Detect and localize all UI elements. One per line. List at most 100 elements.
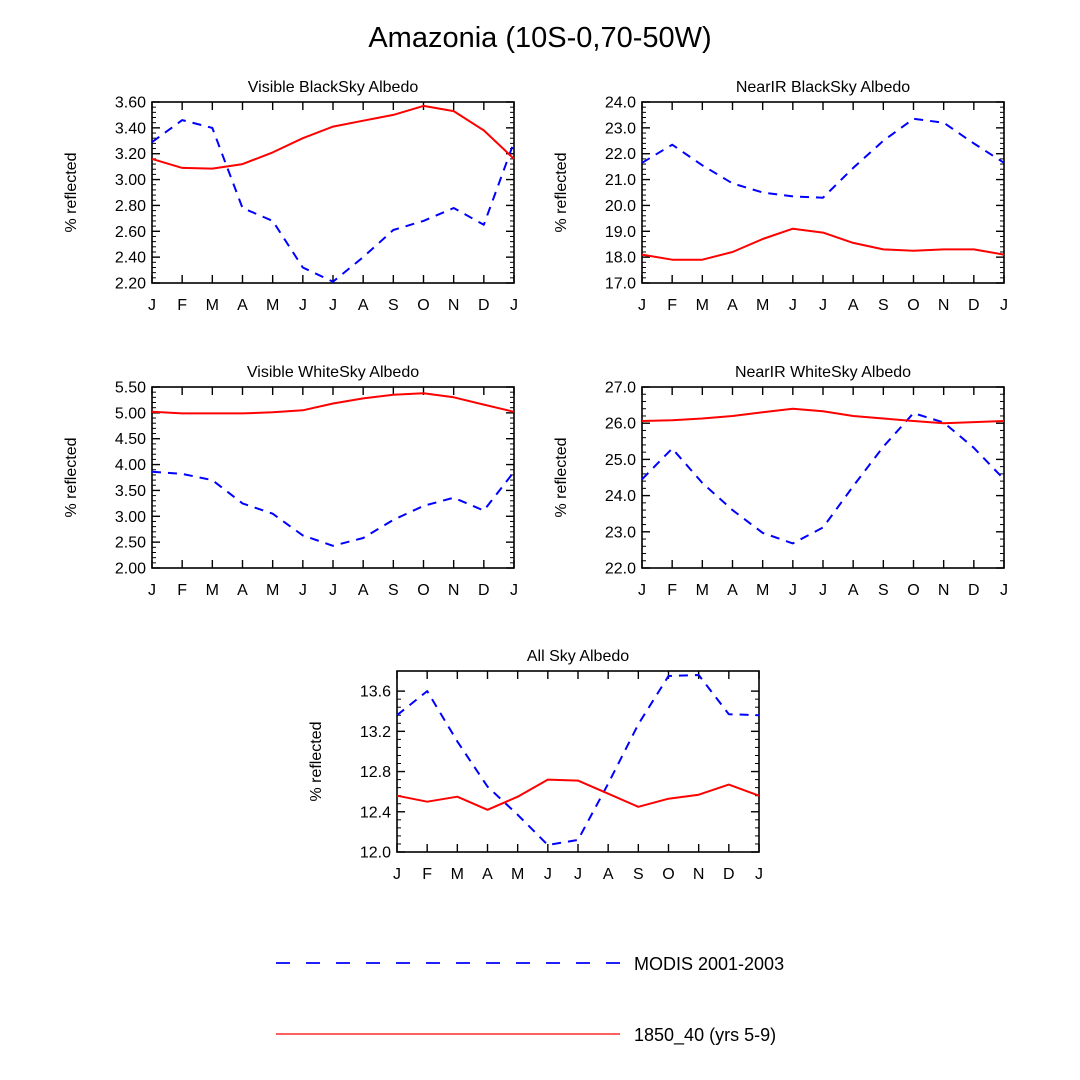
y-tick-label: 12.0 — [360, 845, 391, 862]
series-line-modis — [151, 470, 515, 547]
y-tick-label: 13.6 — [360, 684, 391, 701]
y-tick-label: 5.00 — [115, 405, 146, 422]
x-tick-label: O — [662, 866, 674, 883]
x-tick-label: A — [237, 582, 248, 599]
y-tick-label: 19.0 — [605, 224, 636, 241]
x-tick-label: A — [727, 582, 738, 599]
x-tick-label: M — [206, 582, 219, 599]
series-line-modis — [641, 412, 1005, 545]
y-tick-label: 13.2 — [360, 724, 391, 741]
y-tick-label: 22.0 — [605, 561, 636, 578]
x-tick-label: F — [667, 582, 677, 599]
x-tick-label: D — [478, 297, 490, 314]
x-tick-label: S — [388, 297, 399, 314]
y-tick-label: 2.20 — [115, 276, 146, 293]
y-tick-label: 3.00 — [115, 172, 146, 189]
y-tick-label: 12.4 — [360, 804, 391, 821]
y-tick-label: 20.0 — [605, 198, 636, 215]
y-tick-label: 3.60 — [115, 95, 146, 112]
x-tick-label: J — [789, 582, 797, 599]
x-tick-label: D — [478, 582, 490, 599]
x-tick-label: F — [667, 297, 677, 314]
chart-title: Visible BlackSky Albedo — [248, 79, 419, 96]
y-tick-label: 27.0 — [605, 380, 636, 397]
series-line-modis — [396, 674, 760, 846]
x-tick-label: S — [388, 582, 399, 599]
x-tick-label: N — [448, 582, 460, 599]
y-tick-label: 2.50 — [115, 535, 146, 552]
x-tick-label: J — [299, 582, 307, 599]
chart-title: All Sky Albedo — [527, 648, 629, 665]
y-axis-label: % reflected — [308, 721, 325, 801]
x-tick-label: N — [938, 297, 950, 314]
y-tick-label: 5.50 — [115, 380, 146, 397]
chart-title: NearIR BlackSky Albedo — [736, 79, 910, 96]
x-tick-label: M — [511, 866, 524, 883]
x-tick-label: J — [148, 297, 156, 314]
x-tick-label: J — [329, 582, 337, 599]
x-tick-label: F — [177, 297, 187, 314]
x-tick-label: O — [907, 297, 919, 314]
y-tick-label: 23.0 — [605, 524, 636, 541]
series-line-model — [151, 392, 515, 415]
y-tick-label: 3.40 — [115, 120, 146, 137]
x-tick-label: F — [422, 866, 432, 883]
series-line-model — [151, 104, 515, 170]
x-tick-label: J — [299, 297, 307, 314]
x-tick-label: S — [878, 582, 889, 599]
y-tick-label: 22.0 — [605, 146, 636, 163]
y-tick-label: 3.00 — [115, 509, 146, 526]
x-tick-label: J — [1000, 297, 1008, 314]
plot-frame — [641, 101, 1005, 284]
x-tick-label: N — [448, 297, 460, 314]
x-tick-label: J — [789, 297, 797, 314]
y-tick-label: 24.0 — [605, 95, 636, 112]
y-tick-label: 26.0 — [605, 416, 636, 433]
y-tick-label: 18.0 — [605, 250, 636, 267]
plot-frame — [396, 670, 760, 853]
x-tick-label: O — [907, 582, 919, 599]
x-tick-label: S — [878, 297, 889, 314]
x-tick-label: J — [510, 297, 518, 314]
series-line-model — [396, 778, 760, 811]
y-tick-label: 21.0 — [605, 172, 636, 189]
x-tick-label: J — [638, 297, 646, 314]
legend-label-model: 1850_40 (yrs 5-9) — [634, 1025, 776, 1046]
x-tick-label: O — [417, 297, 429, 314]
y-tick-label: 2.80 — [115, 198, 146, 215]
y-tick-label: 2.40 — [115, 250, 146, 267]
x-tick-label: J — [393, 866, 401, 883]
x-tick-label: A — [848, 582, 859, 599]
x-tick-label: N — [938, 582, 950, 599]
y-tick-label: 4.50 — [115, 431, 146, 448]
x-tick-label: M — [756, 582, 769, 599]
x-tick-label: M — [266, 297, 279, 314]
figure-title: Amazonia (10S-0,70-50W) — [368, 22, 712, 54]
x-tick-label: J — [148, 582, 156, 599]
y-tick-label: 3.20 — [115, 146, 146, 163]
chart-title: Visible WhiteSky Albedo — [247, 364, 419, 381]
y-tick-label: 23.0 — [605, 120, 636, 137]
x-tick-label: J — [819, 582, 827, 599]
x-tick-label: F — [177, 582, 187, 599]
x-tick-label: J — [329, 297, 337, 314]
y-tick-label: 2.60 — [115, 224, 146, 241]
y-axis-label: % reflected — [553, 437, 570, 517]
x-tick-label: D — [723, 866, 735, 883]
x-tick-label: A — [848, 297, 859, 314]
y-axis-label: % reflected — [63, 437, 80, 517]
x-tick-label: A — [358, 297, 369, 314]
series-line-model — [641, 227, 1005, 261]
x-tick-label: J — [1000, 582, 1008, 599]
x-tick-label: S — [633, 866, 644, 883]
x-tick-label: M — [696, 582, 709, 599]
x-tick-label: O — [417, 582, 429, 599]
x-tick-label: A — [482, 866, 493, 883]
y-tick-label: 3.50 — [115, 483, 146, 500]
y-tick-label: 12.8 — [360, 764, 391, 781]
x-tick-label: A — [358, 582, 369, 599]
x-tick-label: J — [574, 866, 582, 883]
x-tick-label: J — [755, 866, 763, 883]
